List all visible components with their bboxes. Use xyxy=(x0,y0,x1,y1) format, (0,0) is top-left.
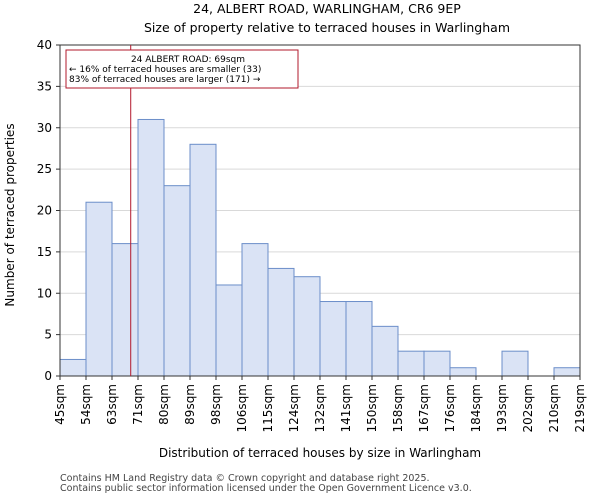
annotation-box: 24 ALBERT ROAD: 69sqm ← 16% of terraced … xyxy=(65,49,299,89)
x-tick-label: 115sqm xyxy=(261,384,275,432)
y-tick-label: 5 xyxy=(44,328,52,342)
y-tick-label: 10 xyxy=(37,286,52,300)
x-tick-label: 210sqm xyxy=(547,384,561,432)
bar-124sqm xyxy=(293,276,321,377)
x-tick-label: 132sqm xyxy=(313,384,327,432)
bars-group xyxy=(59,118,581,377)
bar-150sqm xyxy=(371,325,399,377)
x-tick-label: 98sqm xyxy=(209,384,223,425)
y-axis-ticks: 0 5 10 15 20 25 30 35 40 xyxy=(37,38,60,383)
x-tick-label: 158sqm xyxy=(391,384,405,432)
y-tick-label: 20 xyxy=(37,204,52,218)
annotation-line-3: 83% of terraced houses are larger (171) … xyxy=(69,75,261,85)
bar-89sqm xyxy=(189,143,217,377)
y-tick-label: 15 xyxy=(37,245,52,259)
x-tick-label: 184sqm xyxy=(469,384,483,432)
chart-title: 24, ALBERT ROAD, WARLINGHAM, CR6 9EP xyxy=(193,1,461,16)
bar-193sqm xyxy=(501,350,529,377)
bar-106sqm xyxy=(241,243,269,377)
x-axis-ticks: 45sqm 54sqm 63sqm 71sqm 80sqm 89sqm 98sqm 106sq… xyxy=(53,376,587,432)
bar-158sqm xyxy=(397,350,425,377)
annotation-border xyxy=(65,49,299,89)
x-tick-label: 63sqm xyxy=(105,384,119,425)
bar-115sqm xyxy=(267,267,295,377)
footer-licence: Contains public sector information licen… xyxy=(60,483,472,494)
x-tick-label: 80sqm xyxy=(157,384,171,425)
bar-71sqm xyxy=(137,118,165,377)
chart-subtitle: Size of property relative to terraced ho… xyxy=(144,20,510,35)
x-tick-label: 150sqm xyxy=(365,384,379,432)
x-tick-label: 54sqm xyxy=(79,384,93,425)
x-tick-label: 202sqm xyxy=(521,384,535,432)
bar-210sqm xyxy=(553,367,581,377)
bar-176sqm xyxy=(449,367,477,377)
footer-copyright: Contains HM Land Registry data © Crown c… xyxy=(60,473,430,484)
annotation-line-1: 24 ALBERT ROAD: 69sqm xyxy=(131,55,245,65)
annotation-line-2: ← 16% of terraced houses are smaller (33… xyxy=(69,65,261,75)
bar-80sqm xyxy=(163,185,191,377)
x-tick-label: 141sqm xyxy=(339,384,353,432)
y-tick-label: 30 xyxy=(37,121,52,135)
y-axis-label: Number of terraced properties xyxy=(3,123,17,306)
x-tick-label: 167sqm xyxy=(417,384,431,432)
x-tick-label: 219sqm xyxy=(573,384,587,432)
x-tick-label: 193sqm xyxy=(495,384,509,432)
x-tick-label: 45sqm xyxy=(53,384,67,425)
bar-132sqm xyxy=(319,301,347,377)
y-tick-label: 0 xyxy=(44,369,52,383)
bar-54sqm xyxy=(85,201,113,377)
bar-98sqm xyxy=(215,284,243,377)
bar-45sqm xyxy=(59,358,87,377)
y-tick-label: 40 xyxy=(37,38,52,52)
bar-63sqm xyxy=(111,243,139,377)
bar-141sqm xyxy=(345,301,373,377)
x-tick-label: 124sqm xyxy=(287,384,301,432)
y-tick-label: 25 xyxy=(37,162,52,176)
x-tick-label: 106sqm xyxy=(235,384,249,432)
x-tick-label: 176sqm xyxy=(443,384,457,432)
bar-167sqm xyxy=(423,350,451,377)
x-tick-label: 89sqm xyxy=(183,384,197,425)
y-tick-label: 35 xyxy=(37,79,52,93)
x-axis-label: Distribution of terraced houses by size … xyxy=(159,446,481,460)
x-tick-label: 71sqm xyxy=(131,384,145,425)
